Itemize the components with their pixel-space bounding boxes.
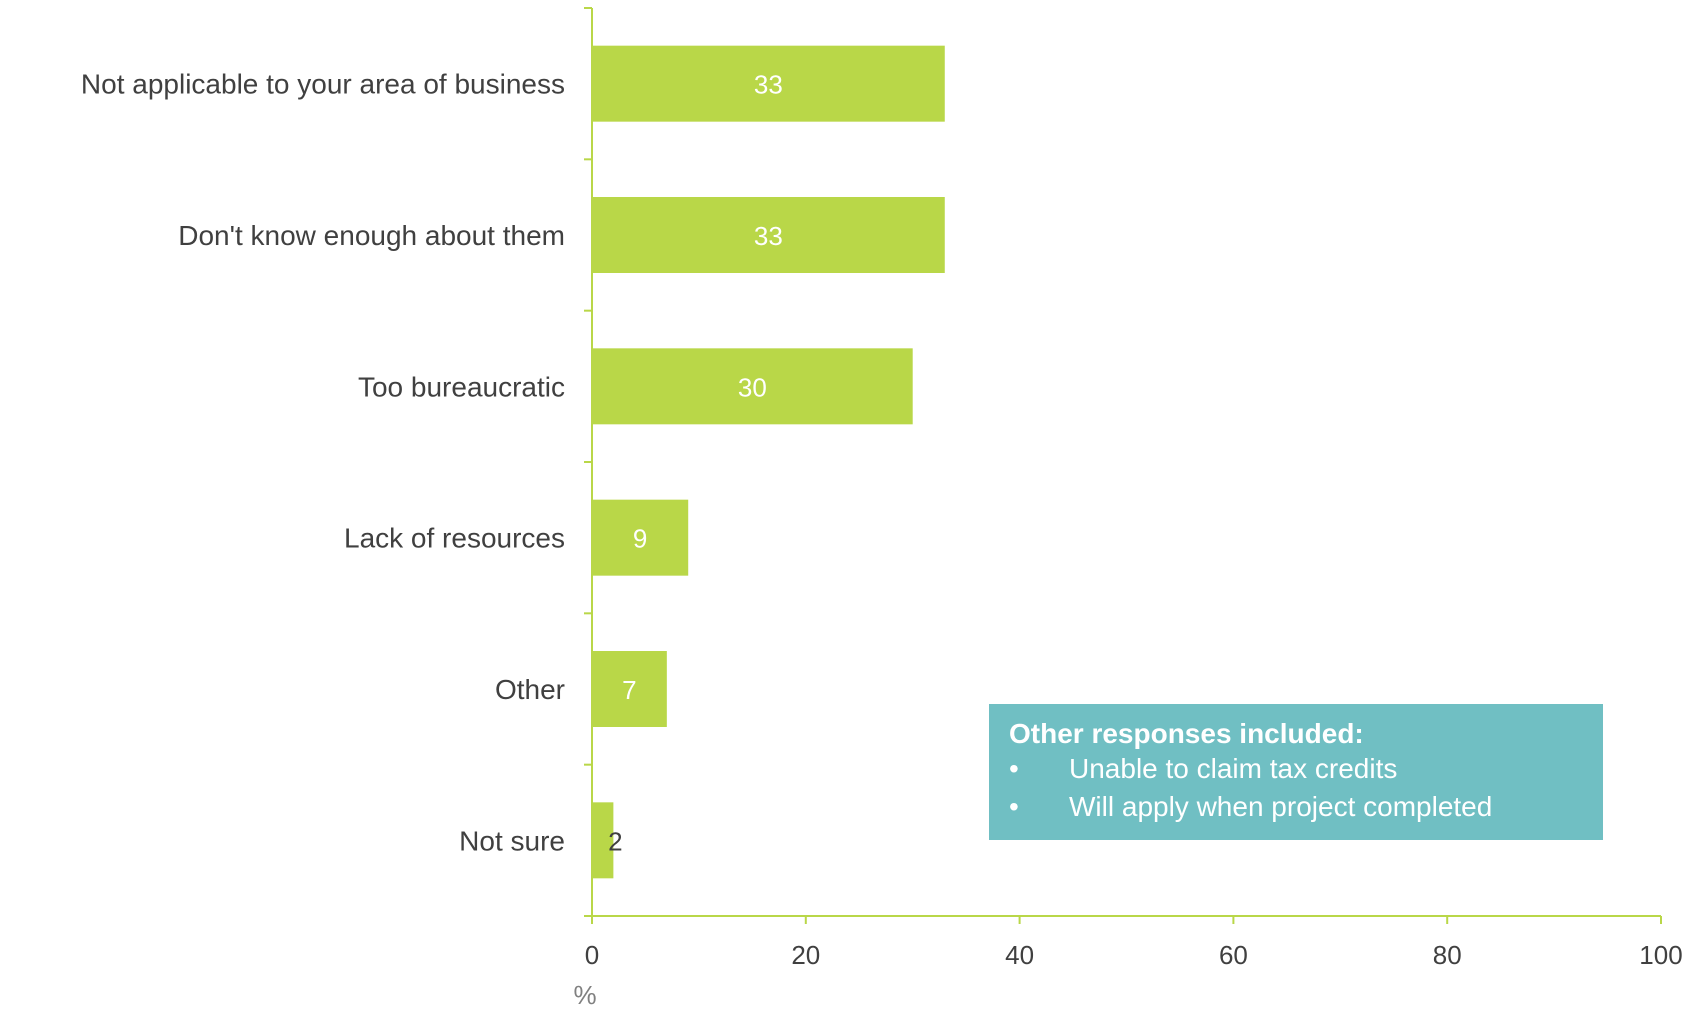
data-label: 7: [622, 675, 636, 705]
axes-group: [584, 7, 1662, 924]
x-tick-label: 0: [585, 940, 599, 970]
x-axis-unit-label: %: [573, 980, 596, 1010]
bar: [592, 45, 945, 122]
bar: [592, 197, 945, 273]
bullet-icon: •: [1009, 791, 1019, 822]
data-label: 2: [608, 826, 622, 856]
category-label: Too bureaucratic: [358, 371, 565, 402]
other-responses-callout: Other responses included: • Unable to cl…: [989, 704, 1603, 840]
category-label: Lack of resources: [344, 523, 565, 554]
data-label: 33: [754, 70, 783, 100]
bars-group: [592, 45, 945, 879]
callout-item: • Will apply when project completed: [1009, 788, 1583, 826]
data-label: 30: [738, 372, 767, 402]
callout-item-text: Will apply when project completed: [1069, 791, 1493, 822]
bar: [592, 802, 614, 879]
x-tick-label: 40: [1005, 940, 1034, 970]
callout-item: • Unable to claim tax credits: [1009, 750, 1583, 788]
x-tick-label: 80: [1433, 940, 1462, 970]
category-label: Don't know enough about them: [178, 220, 565, 251]
labels-group: Not applicable to your area of business 3…: [81, 69, 1683, 970]
bar: [592, 499, 689, 576]
callout-item-text: Unable to claim tax credits: [1069, 753, 1398, 784]
bar: [592, 348, 913, 425]
x-tick-label: 20: [791, 940, 820, 970]
category-label: Not sure: [459, 825, 565, 856]
bar: [592, 651, 667, 727]
bullet-icon: •: [1009, 753, 1019, 784]
data-label: 9: [633, 524, 647, 554]
data-label: 33: [754, 221, 783, 251]
category-label: Other: [495, 674, 565, 705]
x-tick-label: 100: [1639, 940, 1682, 970]
x-tick-label: 60: [1219, 940, 1248, 970]
callout-title: Other responses included:: [1009, 718, 1364, 749]
category-label: Not applicable to your area of business: [81, 69, 565, 100]
